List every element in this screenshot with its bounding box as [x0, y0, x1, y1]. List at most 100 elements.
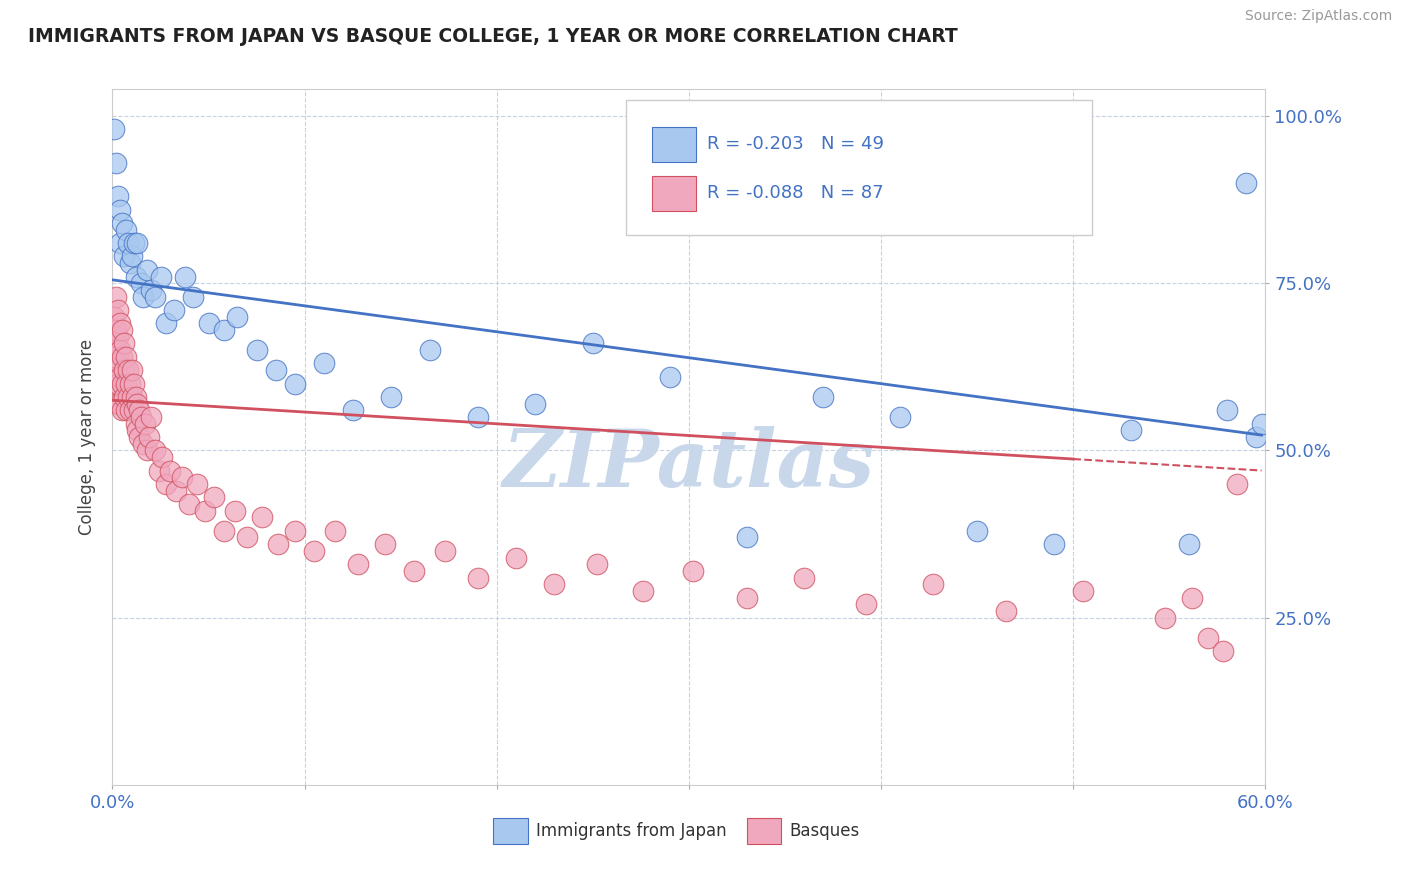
Point [793, 571, 815, 585]
Point [108, 317, 131, 331]
Point [152, 450, 174, 464]
Point [1212, 644, 1234, 658]
Point [155, 317, 177, 331]
Point [631, 584, 654, 599]
Text: R = -0.088   N = 87: R = -0.088 N = 87 [707, 184, 884, 202]
Point [149, 269, 172, 284]
Point [117, 390, 139, 404]
Point [1071, 584, 1094, 599]
Point [1216, 403, 1239, 417]
Point [121, 390, 143, 404]
Point [122, 236, 145, 251]
Point [226, 310, 249, 324]
Point [118, 403, 141, 417]
Point [105, 155, 128, 169]
Point [380, 390, 402, 404]
Point [1043, 537, 1066, 551]
Point [115, 403, 138, 417]
Point [284, 376, 307, 391]
Point [121, 363, 143, 377]
FancyBboxPatch shape [494, 818, 527, 844]
Point [163, 303, 186, 318]
Point [1181, 591, 1204, 605]
Point [134, 417, 156, 431]
Point [813, 390, 835, 404]
Point [966, 524, 988, 538]
Point [122, 403, 145, 417]
Point [212, 323, 235, 337]
Point [284, 524, 307, 538]
Point [582, 336, 605, 351]
Point [112, 363, 135, 377]
Point [922, 577, 945, 591]
Point [467, 571, 489, 585]
Point [103, 310, 125, 324]
Point [107, 356, 129, 371]
Point [118, 256, 141, 270]
Point [136, 263, 159, 277]
FancyBboxPatch shape [652, 128, 696, 162]
Text: Source: ZipAtlas.com: Source: ZipAtlas.com [1244, 9, 1392, 23]
Point [735, 530, 758, 544]
Point [1119, 424, 1142, 438]
Point [108, 202, 131, 217]
Point [105, 323, 128, 337]
Point [138, 430, 160, 444]
Point [124, 417, 146, 431]
Point [264, 363, 287, 377]
Point [855, 598, 877, 612]
Point [143, 443, 166, 458]
Point [143, 289, 166, 303]
Point [165, 483, 187, 498]
Point [108, 343, 131, 358]
Point [236, 530, 259, 544]
Point [129, 277, 153, 291]
Text: R = -0.203   N = 49: R = -0.203 N = 49 [707, 136, 884, 153]
Point [252, 510, 274, 524]
Point [194, 503, 217, 517]
Point [108, 236, 131, 251]
Point [246, 343, 269, 358]
Point [139, 410, 162, 425]
Point [995, 604, 1018, 618]
Point [433, 544, 456, 558]
Point [117, 236, 139, 251]
Point [108, 369, 131, 384]
Point [202, 490, 225, 504]
Point [524, 396, 547, 410]
Point [112, 336, 135, 351]
Point [682, 564, 704, 578]
Point [112, 390, 135, 404]
Point [267, 537, 290, 551]
Point [139, 283, 162, 297]
Point [419, 343, 441, 358]
Point [505, 550, 527, 565]
Point [121, 250, 143, 264]
Point [118, 376, 141, 391]
Point [129, 410, 153, 425]
Point [186, 476, 208, 491]
Point [111, 376, 134, 391]
Point [111, 323, 134, 337]
Point [122, 376, 145, 391]
Point [105, 343, 128, 358]
Point [325, 524, 347, 538]
Point [404, 564, 426, 578]
Point [197, 317, 219, 331]
Point [658, 369, 681, 384]
Text: Basques: Basques [789, 822, 859, 840]
Point [117, 363, 139, 377]
Point [127, 396, 149, 410]
FancyBboxPatch shape [652, 177, 696, 211]
Text: IMMIGRANTS FROM JAPAN VS BASQUE COLLEGE, 1 YEAR OR MORE CORRELATION CHART: IMMIGRANTS FROM JAPAN VS BASQUE COLLEGE,… [28, 27, 957, 45]
Point [124, 390, 146, 404]
Point [128, 403, 150, 417]
Point [128, 430, 150, 444]
Point [103, 122, 125, 136]
Point [1234, 176, 1257, 190]
Point [132, 289, 155, 303]
Point [155, 476, 177, 491]
Point [105, 289, 128, 303]
Point [585, 557, 607, 572]
Point [127, 424, 149, 438]
